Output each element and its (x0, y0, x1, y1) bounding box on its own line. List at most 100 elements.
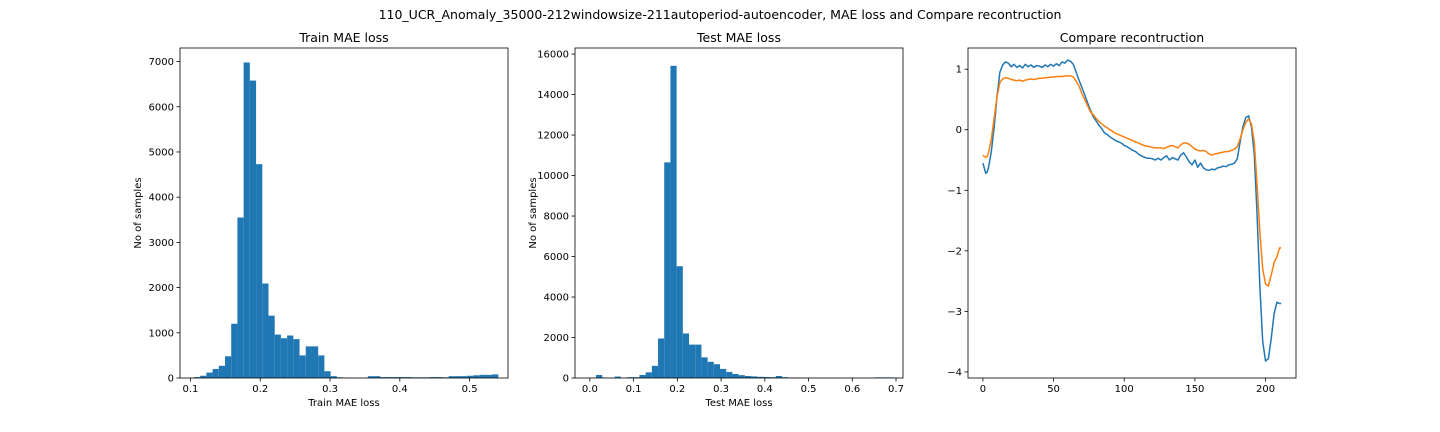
plot-frame (967, 47, 1297, 379)
x-tick-label: 0.7 (888, 384, 904, 395)
chart-title: Compare recontruction (1060, 30, 1204, 45)
histogram-bar (467, 375, 474, 378)
histogram-bar (726, 371, 733, 378)
y-tick-label: −2 (947, 246, 962, 257)
histogram-bar (386, 377, 393, 378)
histogram-bar (713, 364, 721, 378)
histogram-bar (769, 377, 776, 378)
histogram-bar (311, 346, 319, 378)
histogram-bar (744, 375, 751, 378)
line-series-group (982, 59, 1282, 362)
x-tick-label: 0.0 (582, 384, 598, 395)
histogram-bar (212, 368, 219, 378)
histogram-bar (750, 376, 758, 378)
y-axis-label: No of samples (133, 177, 144, 248)
histogram-bar (436, 377, 443, 378)
y-tick-label: 2000 (544, 333, 569, 344)
histogram-bar (781, 377, 789, 378)
histogram-bar (757, 376, 764, 378)
histogram-bar (461, 376, 468, 378)
histogram-bar (380, 377, 387, 378)
test-mae-loss-histogram: 0.0 0.1 0.2 0.3 0.4 0.5 0.6 0.7 0 2000 4000 6000 800… (528, 30, 904, 409)
histogram-bar (695, 344, 702, 378)
histogram-bar (651, 365, 659, 378)
reconstruction-line (982, 75, 1282, 287)
plot-frame (179, 47, 509, 379)
histogram-bars (193, 62, 499, 379)
histogram-bars (589, 65, 900, 378)
x-tick-label: 0.6 (844, 384, 860, 395)
x-axis-label: Train MAE loss (307, 398, 379, 409)
x-tick-label: 0.3 (713, 384, 729, 395)
histogram-bar (732, 373, 739, 378)
histogram-bar (763, 376, 770, 378)
y-tick-label: 0 (168, 374, 174, 385)
histogram-bar (299, 355, 306, 378)
histogram-bar (262, 283, 269, 378)
histogram-bar (492, 374, 499, 378)
y-tick-label: 2000 (149, 283, 174, 294)
histogram-bar (237, 217, 244, 378)
y-tick-label: −3 (947, 307, 962, 318)
histogram-bar (249, 80, 257, 379)
histogram-bar (473, 375, 480, 378)
x-tick-label: 100 (1115, 384, 1134, 395)
y-tick-label: 4000 (544, 293, 569, 304)
y-tick-label: 1000 (149, 328, 174, 339)
histogram-bar (218, 365, 226, 378)
histogram-bar (676, 266, 683, 378)
histogram-bar (200, 375, 207, 378)
histogram-bar (454, 376, 462, 378)
x-tick-label: 0.4 (757, 384, 773, 395)
chart-title: Train MAE loss (298, 30, 388, 45)
y-tick-label: 6000 (149, 102, 174, 113)
x-tick-label: 0.1 (183, 384, 199, 395)
histogram-bar (689, 344, 696, 378)
histogram-bar (596, 374, 603, 378)
figure-suptitle: 110_UCR_Anomaly_35000-212windowsize-211a… (379, 7, 1062, 22)
x-tick-label: 0.5 (462, 384, 478, 395)
histogram-bar (268, 315, 275, 378)
x-tick-label: 0 (980, 384, 986, 395)
histogram-bar (479, 374, 486, 378)
histogram-bar (367, 376, 375, 378)
y-tick-label: 5000 (149, 147, 174, 158)
histogram-bar (738, 375, 745, 378)
histogram-bar (330, 376, 337, 378)
x-tick-label: 0.1 (626, 384, 642, 395)
histogram-bar (485, 374, 493, 378)
y-tick-label: −4 (947, 367, 962, 378)
histogram-bar (305, 346, 312, 378)
y-tick-label: 7000 (149, 57, 174, 68)
y-tick-label: 0 (563, 374, 569, 385)
train-mae-loss-histogram: 0.1 0.2 0.3 0.4 0.5 0 1000 2000 3000 4000 5000 6000… (133, 30, 509, 409)
histogram-bar (405, 377, 412, 378)
y-tick-label: 8000 (544, 212, 569, 223)
histogram-bar (670, 65, 677, 378)
histogram-bar (707, 361, 714, 378)
x-axis-label: Test MAE loss (704, 398, 772, 409)
chart-title: Test MAE loss (696, 30, 781, 45)
y-tick-label: 12000 (537, 131, 569, 142)
y-tick-label: 1 (956, 65, 962, 76)
x-tick-label: 0.3 (322, 384, 338, 395)
plot-frame (574, 47, 904, 379)
y-tick-label: 10000 (537, 171, 569, 182)
histogram-bar (274, 334, 281, 378)
histogram-bar (720, 368, 727, 378)
histogram-bar (293, 339, 300, 378)
histogram-bar (318, 355, 325, 378)
y-axis-label: No of samples (528, 177, 539, 248)
histogram-bar (287, 335, 294, 378)
x-tick-label: 50 (1047, 384, 1060, 395)
x-tick-label: 0.2 (669, 384, 685, 395)
histogram-bar (448, 376, 455, 378)
histogram-bar (658, 338, 665, 378)
y-tick-label: 0 (956, 125, 962, 136)
histogram-bar (392, 377, 399, 378)
histogram-bar (775, 375, 782, 378)
histogram-bar (256, 164, 263, 378)
histogram-bar (614, 376, 621, 378)
y-tick-label: 4000 (149, 193, 174, 204)
